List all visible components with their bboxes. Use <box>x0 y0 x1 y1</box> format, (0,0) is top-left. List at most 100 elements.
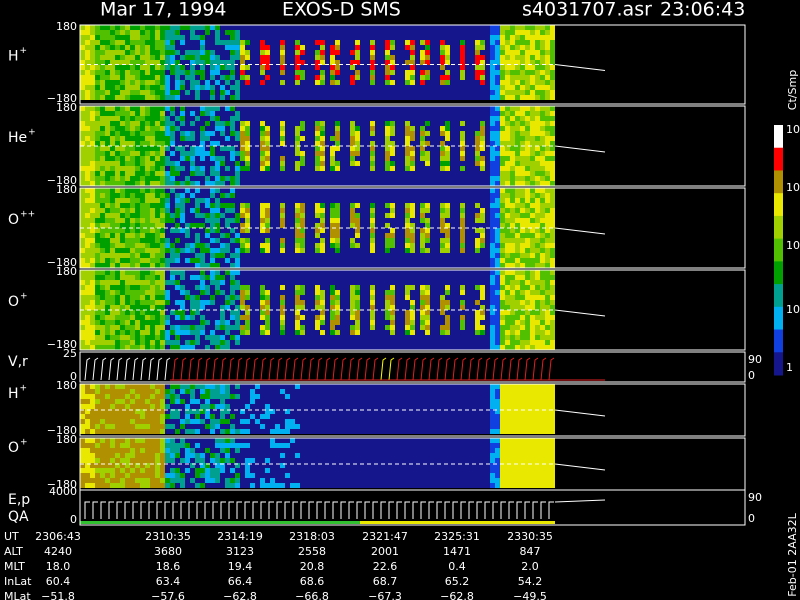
spectrogram-cell <box>390 65 395 70</box>
spectrogram-cell <box>140 80 145 85</box>
spectrogram-cell <box>170 243 175 248</box>
spectrogram-cell <box>155 340 160 345</box>
spectrogram-cell <box>365 146 370 151</box>
spectrogram-cell <box>295 203 300 208</box>
spectrogram-cell <box>270 141 275 146</box>
spectrogram-cell <box>340 111 345 116</box>
spectrogram-cell <box>180 340 185 345</box>
spectrogram-cell <box>265 213 270 218</box>
spectrogram-cell <box>210 238 215 243</box>
spectrogram-cell <box>250 95 255 100</box>
spectrogram-cell <box>325 121 330 126</box>
spectrogram-cell <box>405 176 410 181</box>
spectrogram-cell <box>280 75 285 80</box>
spectrogram-cell <box>90 238 95 243</box>
spectrogram-cell <box>320 121 325 126</box>
spectrogram-cell <box>225 156 230 161</box>
spectrogram-cell <box>290 263 295 268</box>
spectrogram-cell <box>535 40 540 45</box>
spectrogram-cell <box>250 176 255 181</box>
spectrogram-cell <box>380 85 385 90</box>
spectrogram-cell <box>485 65 490 70</box>
spectrogram-cell <box>125 60 130 65</box>
spectrogram-cell <box>250 30 255 35</box>
spectrogram-cell <box>490 161 495 166</box>
spectrogram-cell <box>435 233 440 238</box>
spectrogram-cell <box>490 141 495 146</box>
spectrogram-cell <box>520 116 525 121</box>
spectrogram-cell <box>280 151 285 156</box>
spectrogram-cell <box>460 193 465 198</box>
spectrogram-cell <box>210 161 215 166</box>
spectrogram-cell <box>210 248 215 253</box>
spectrogram-cell <box>160 310 165 315</box>
spectrogram-cell <box>80 300 85 305</box>
spectrogram-cell <box>180 85 185 90</box>
spectrogram-cell <box>130 243 135 248</box>
spectrogram-cell <box>205 315 210 320</box>
spectrogram-cell <box>185 290 190 295</box>
spectrogram-cell <box>165 263 170 268</box>
spectrogram-cell <box>220 345 225 350</box>
spectrogram-cell <box>95 30 100 35</box>
spectrogram-cell <box>125 345 130 350</box>
spectrogram-cell <box>80 85 85 90</box>
spectrogram-cell <box>415 258 420 263</box>
spectrogram-cell <box>505 106 510 111</box>
spectrogram-cell <box>145 55 150 60</box>
spectrogram-cell <box>385 156 390 161</box>
spectrogram-cell <box>205 85 210 90</box>
spectrogram-cell <box>255 141 260 146</box>
spectrogram-cell <box>325 80 330 85</box>
spectrogram-cell <box>115 151 120 156</box>
spectrogram-cell <box>275 248 280 253</box>
spectrogram-cell <box>140 285 145 290</box>
spectrogram-cell <box>225 111 230 116</box>
spectrogram-cell <box>495 253 500 258</box>
spectrogram-cell <box>310 233 315 238</box>
spectrogram-cell <box>400 70 405 75</box>
spectrogram-cell <box>395 193 400 198</box>
spectrogram-cell <box>480 25 485 30</box>
spectrogram-cell <box>405 151 410 156</box>
spectrogram-cell <box>290 55 295 60</box>
spectrogram-cell <box>430 70 435 75</box>
spectrogram-cell <box>315 263 320 268</box>
spectrogram-cell <box>195 335 200 340</box>
spectrogram-cell <box>240 25 245 30</box>
spectrogram-cell <box>540 95 545 100</box>
spectrogram-cell <box>420 35 425 40</box>
spectrogram-cell <box>280 198 285 203</box>
spectrogram-cell <box>150 65 155 70</box>
trace <box>554 64 606 71</box>
spectrogram-cell <box>375 188 380 193</box>
spectrogram-cell <box>405 218 410 223</box>
spectrogram-cell <box>550 136 555 141</box>
spectrogram-cell <box>370 156 375 161</box>
spectrogram-cell <box>540 218 545 223</box>
spectrogram-cell <box>380 193 385 198</box>
spectrogram-cell <box>310 258 315 263</box>
spectrogram-cell <box>115 193 120 198</box>
spectrogram-cell <box>335 248 340 253</box>
spectrogram-cell <box>430 85 435 90</box>
spectrogram-cell <box>110 325 115 330</box>
spectrogram-cell <box>120 330 125 335</box>
spectrogram-cell <box>410 141 415 146</box>
spectrogram-cell <box>240 156 245 161</box>
spectrogram-cell <box>260 65 265 70</box>
spectrogram-cell <box>270 131 275 136</box>
spectrogram-cell <box>235 65 240 70</box>
spectrogram-cell <box>415 121 420 126</box>
spectrogram-cell <box>420 126 425 131</box>
spectrogram-cell <box>140 90 145 95</box>
spectrogram-cell <box>280 80 285 85</box>
spectrograms <box>80 25 606 524</box>
spectrogram-cell <box>85 253 90 258</box>
spectrogram-cell <box>110 121 115 126</box>
spectrogram-cell <box>535 263 540 268</box>
spectrogram-cell <box>185 85 190 90</box>
spectrogram-cell <box>130 198 135 203</box>
spectrogram-cell <box>150 146 155 151</box>
spectrogram-cell <box>150 345 155 350</box>
